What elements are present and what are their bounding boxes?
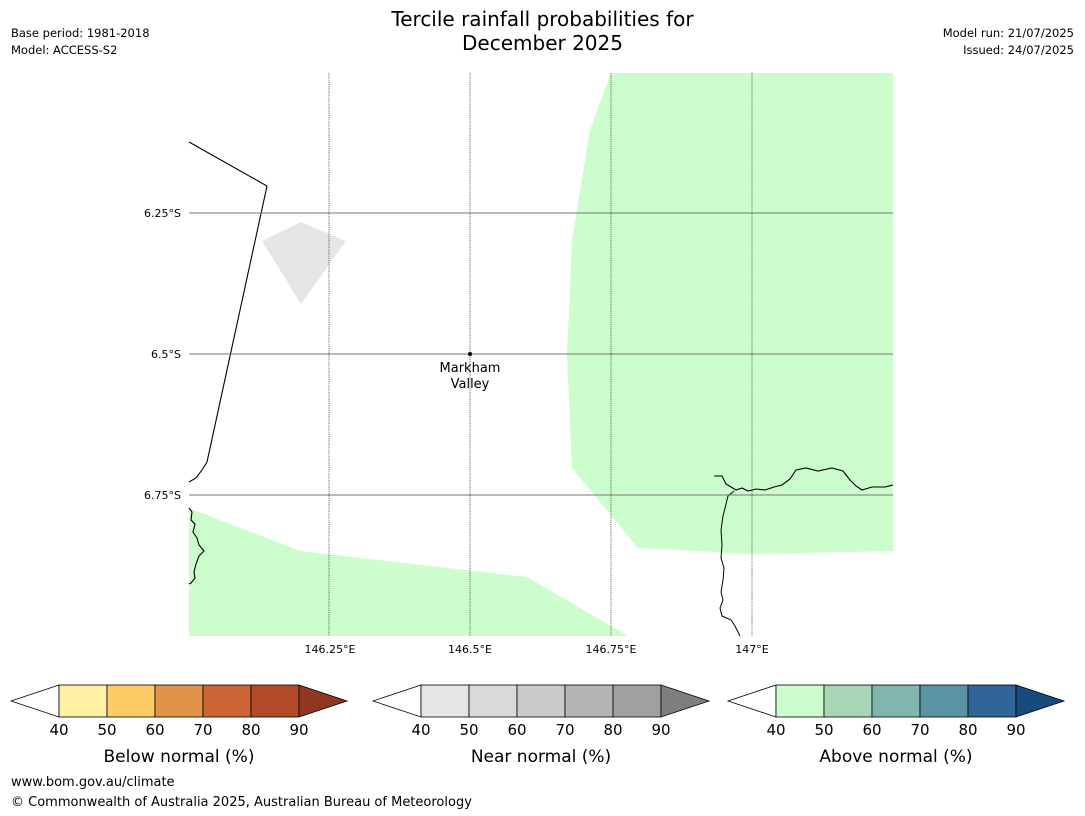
cb-below-swatch-80 <box>250 684 300 718</box>
above-normal-region-east <box>567 73 893 554</box>
lat-label-6-75: 6.75°S <box>144 489 181 502</box>
cb-above-tick-80: 80 <box>958 721 977 739</box>
cb-below-swatch-50 <box>106 684 156 718</box>
markham-valley-marker <box>468 352 472 356</box>
coastline-southwest <box>188 507 205 585</box>
model-run: Model run: 21/07/2025 <box>942 26 1074 40</box>
river-line <box>719 490 741 637</box>
lon-label-146-25: 146.25°E <box>305 643 356 656</box>
cb-above-over-arrow <box>1015 684 1066 718</box>
cb-near-tick-60: 60 <box>507 721 526 739</box>
cb-near-swatch-80 <box>612 684 662 718</box>
cb-near-tick-90: 90 <box>651 721 670 739</box>
cb-below-swatch-60 <box>154 684 204 718</box>
title-line-2: December 2025 <box>462 31 623 55</box>
cb-near-swatch-40 <box>420 684 470 718</box>
map-title: Tercile rainfall probabilities for Decem… <box>0 7 1085 55</box>
cb-below-tick-90: 90 <box>289 721 308 739</box>
cb-near-swatch-60 <box>516 684 566 718</box>
cb-near-tick-50: 50 <box>459 721 478 739</box>
cb-above-swatch-60 <box>871 684 921 718</box>
cb-near-swatch-70 <box>564 684 614 718</box>
colorbar-near-normal: 40 50 60 70 80 90 Near normal (%) <box>371 684 711 767</box>
cb-near-under-arrow <box>371 684 422 718</box>
cb-below-tick-60: 60 <box>145 721 164 739</box>
cb-below-label: Below normal (%) <box>104 747 255 767</box>
cb-above-swatch-80 <box>967 684 1017 718</box>
cb-below-swatch-40 <box>58 684 108 718</box>
map-area: Markham Valley 6.25°S 6.5°S 6.75°S 146.2… <box>144 73 894 656</box>
lat-label-6-5: 6.5°S <box>151 348 181 361</box>
lat-gridlines <box>189 212 893 496</box>
cb-below-under-arrow <box>9 684 60 718</box>
place-label-line-1: Markham <box>440 361 501 376</box>
base-period: Base period: 1981-2018 <box>11 26 150 40</box>
cb-near-label: Near normal (%) <box>471 747 611 767</box>
coastline-east <box>714 467 894 492</box>
footer-url: www.bom.gov.au/climate <box>11 775 175 790</box>
near-normal-region <box>262 222 346 304</box>
cb-below-over-arrow <box>298 684 349 718</box>
model-name: Model: ACCESS-S2 <box>11 43 118 57</box>
lon-gridlines <box>328 73 753 636</box>
lon-label-146-75: 146.75°E <box>586 643 637 656</box>
footer-copyright: © Commonwealth of Australia 2025, Austra… <box>11 795 472 810</box>
cb-above-tick-60: 60 <box>862 721 881 739</box>
cb-above-tick-50: 50 <box>814 721 833 739</box>
cb-above-tick-40: 40 <box>766 721 785 739</box>
cb-above-swatch-40 <box>775 684 825 718</box>
lon-label-147: 147°E <box>735 643 768 656</box>
cb-above-swatch-50 <box>823 684 873 718</box>
cb-above-tick-90: 90 <box>1006 721 1025 739</box>
border-line-west <box>188 141 268 483</box>
cb-below-tick-50: 50 <box>97 721 116 739</box>
cb-near-tick-70: 70 <box>555 721 574 739</box>
cb-above-tick-70: 70 <box>910 721 929 739</box>
meta-right: Model run: 21/07/2025 Issued: 24/07/2025 <box>943 25 1074 59</box>
place-label-line-2: Valley <box>451 377 490 392</box>
cb-below-swatch-70 <box>202 684 252 718</box>
colorbar-below-normal: 40 50 60 70 80 90 Below normal (%) <box>9 684 349 767</box>
cb-above-under-arrow <box>726 684 777 718</box>
cb-near-over-arrow <box>660 684 711 718</box>
cb-above-label: Above normal (%) <box>819 747 972 767</box>
lat-label-6-25: 6.25°S <box>144 207 181 220</box>
cb-below-tick-40: 40 <box>49 721 68 739</box>
lon-label-146-5: 146.5°E <box>448 643 492 656</box>
colorbar-above-normal: 40 50 60 70 80 90 Above normal (%) <box>726 684 1066 767</box>
cb-near-tick-40: 40 <box>411 721 430 739</box>
title-line-1: Tercile rainfall probabilities for <box>391 7 694 31</box>
cb-below-tick-80: 80 <box>241 721 260 739</box>
issued-date: Issued: 24/07/2025 <box>963 43 1074 57</box>
cb-above-swatch-70 <box>919 684 969 718</box>
meta-left: Base period: 1981-2018 Model: ACCESS-S2 <box>11 25 150 59</box>
cb-near-swatch-50 <box>468 684 518 718</box>
cb-below-tick-70: 70 <box>193 721 212 739</box>
cb-near-tick-80: 80 <box>603 721 622 739</box>
above-normal-region-southwest <box>189 508 628 636</box>
